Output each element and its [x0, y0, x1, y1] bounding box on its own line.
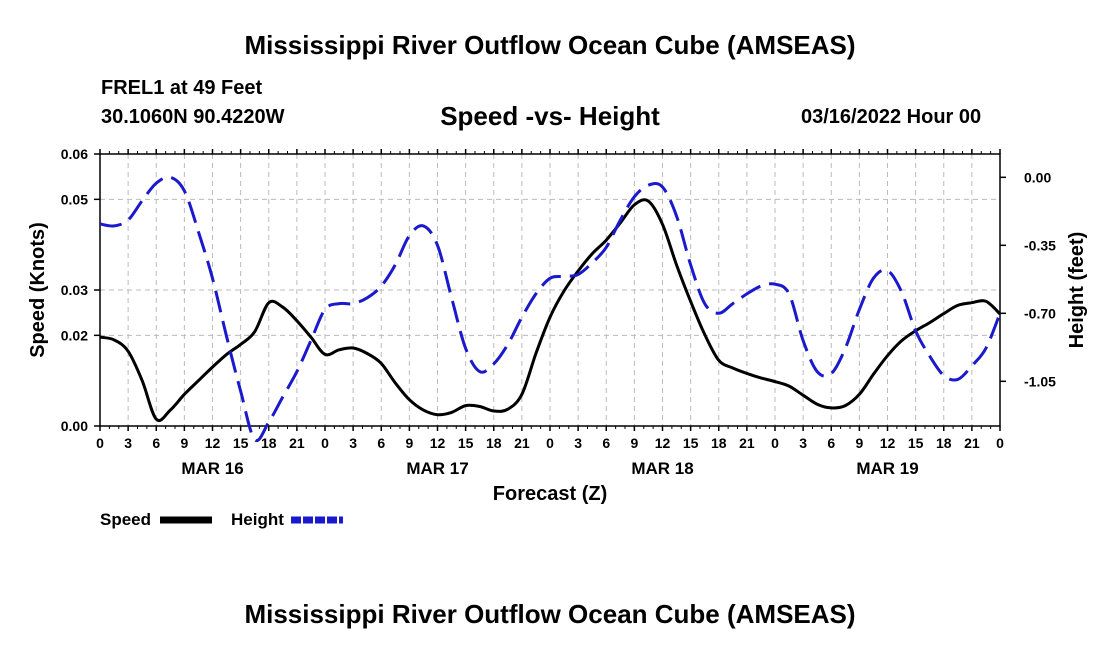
- right-axis-label: Height (feet): [1066, 232, 1088, 349]
- left-tick-label: 0.06: [61, 146, 88, 162]
- left-tick-label: 0.03: [61, 282, 88, 298]
- x-axis-label: Forecast (Z): [493, 483, 607, 505]
- right-tick-label: 0.00: [1024, 169, 1051, 185]
- x-tick-label: 15: [458, 435, 474, 451]
- chart-title: Mississippi River Outflow Ocean Cube (AM…: [244, 30, 856, 60]
- x-tick-label: 21: [964, 435, 980, 451]
- x-tick-label: 3: [799, 435, 807, 451]
- x-tick-label: 0: [996, 435, 1004, 451]
- x-tick-label: 12: [205, 435, 221, 451]
- x-tick-label: 6: [377, 435, 385, 451]
- x-tick-label: 6: [152, 435, 160, 451]
- left-tick-label: 0.05: [61, 191, 88, 207]
- height-series-line: [99, 175, 1002, 443]
- x-tick-label: 12: [430, 435, 446, 451]
- x-tick-label: 9: [630, 435, 638, 451]
- station-coordinates: 30.1060N 90.4220W: [101, 106, 285, 128]
- x-tick-label: 12: [880, 435, 896, 451]
- x-tick-label: 6: [602, 435, 610, 451]
- x-tick-label: 0: [96, 435, 104, 451]
- station-label: FREL1 at 49 Feet: [101, 77, 263, 99]
- left-tick-label: 0.00: [61, 418, 88, 434]
- day-label: MAR 18: [631, 459, 693, 478]
- speed-series-line: [99, 198, 1002, 422]
- x-tick-label: 21: [514, 435, 530, 451]
- x-tick-label: 0: [321, 435, 329, 451]
- chart-title-bottom: Mississippi River Outflow Ocean Cube (AM…: [244, 599, 856, 629]
- day-label: MAR 19: [856, 459, 918, 478]
- x-tick-label: 18: [936, 435, 952, 451]
- x-tick-label: 3: [574, 435, 582, 451]
- x-tick-label: 3: [349, 435, 357, 451]
- x-tick-label: 9: [405, 435, 413, 451]
- right-tick-label: -0.70: [1024, 305, 1056, 321]
- x-tick-label: 9: [855, 435, 863, 451]
- x-tick-label: 0: [771, 435, 779, 451]
- x-tick-label: 0: [546, 435, 554, 451]
- x-tick-label: 18: [711, 435, 727, 451]
- x-tick-label: 6: [827, 435, 835, 451]
- x-tick-label: 15: [908, 435, 924, 451]
- x-tick-label: 15: [683, 435, 699, 451]
- legend-label-speed: Speed: [100, 510, 151, 529]
- x-tick-label: 18: [486, 435, 502, 451]
- day-label: MAR 16: [181, 459, 243, 478]
- x-tick-label: 15: [233, 435, 249, 451]
- left-axis-label: Speed (Knots): [27, 222, 49, 358]
- right-tick-label: -1.05: [1024, 373, 1056, 389]
- x-tick-label: 18: [261, 435, 277, 451]
- chart-subtitle: Speed -vs- Height: [440, 101, 660, 131]
- x-tick-label: 9: [180, 435, 188, 451]
- x-tick-label: 21: [289, 435, 305, 451]
- x-tick-label: 12: [655, 435, 671, 451]
- x-tick-label: 3: [124, 435, 132, 451]
- day-label: MAR 17: [406, 459, 468, 478]
- right-tick-label: -0.35: [1024, 237, 1056, 253]
- legend-label-height: Height: [231, 510, 284, 529]
- forecast-datetime: 03/16/2022 Hour 00: [801, 106, 982, 128]
- x-tick-label: 21: [739, 435, 755, 451]
- left-tick-label: 0.02: [61, 327, 88, 343]
